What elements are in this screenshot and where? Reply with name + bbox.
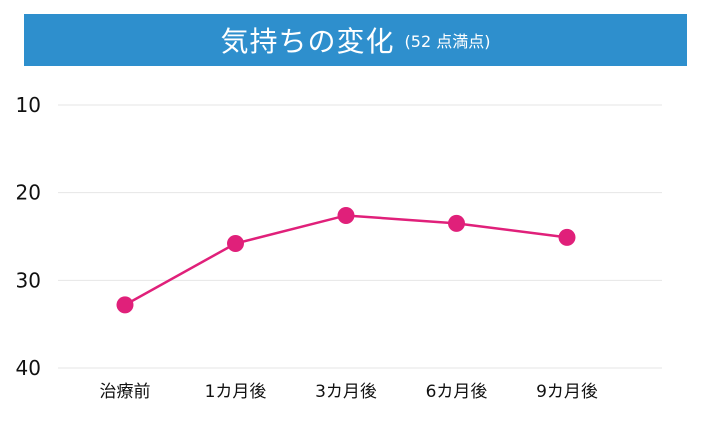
y-tick-label: 30: [16, 268, 41, 292]
chart-title: 気持ちの変化: [220, 25, 395, 58]
series-group: [116, 206, 576, 314]
data-point: [558, 228, 576, 246]
data-point: [448, 214, 465, 232]
x-tick-label: 9カ月後: [536, 382, 598, 402]
y-tick-label: 20: [16, 181, 41, 205]
x-tick-label: 3カ月後: [315, 382, 377, 402]
x-axis-labels: 治療前 1カ月後 3カ月後 6カ月後 9カ月後: [100, 382, 598, 402]
gridlines: [58, 104, 662, 369]
chart-subtitle: (52 点満点): [404, 32, 491, 51]
data-point: [337, 206, 355, 224]
y-tick-label: 10: [16, 93, 41, 117]
chart-title-bar: 気持ちの変化 (52 点満点): [24, 14, 687, 66]
y-tick-label: 40: [16, 356, 41, 380]
x-tick-label: 6カ月後: [426, 382, 488, 402]
data-point: [116, 296, 134, 314]
series-line: [124, 214, 568, 306]
y-axis-ticks: 10 20 30 40: [16, 93, 41, 380]
x-tick-label: 治療前: [100, 382, 151, 402]
x-tick-label: 1カ月後: [205, 382, 267, 402]
data-point: [227, 235, 244, 253]
